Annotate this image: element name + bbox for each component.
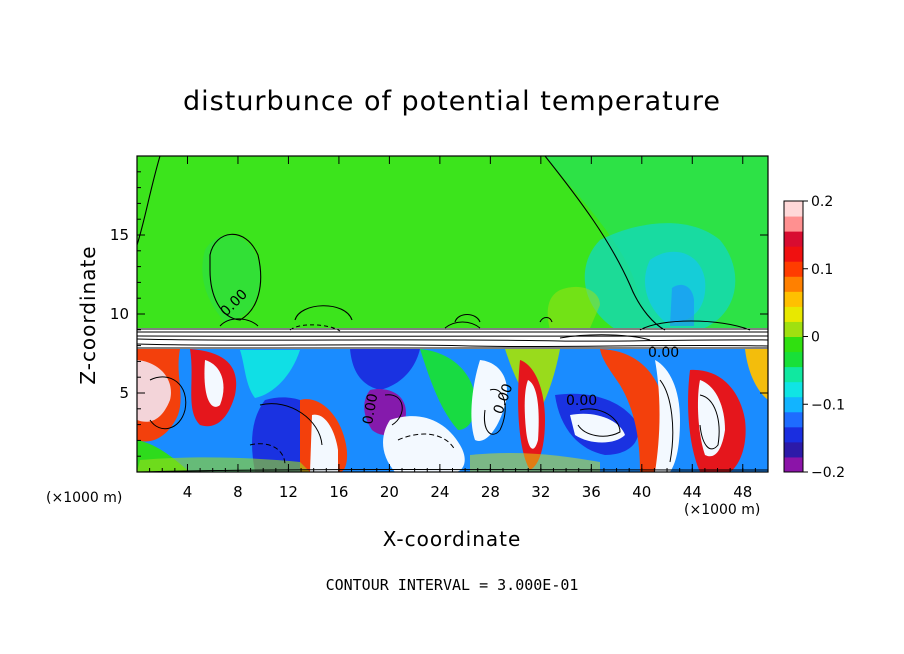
contour-interval-note: CONTOUR INTERVAL = 3.000E-01	[325, 576, 579, 594]
colorbar-tick-label: 0.2	[811, 194, 833, 210]
colorbar-swatch	[784, 261, 803, 277]
colorbar-swatch	[784, 366, 803, 383]
x-tick-label: 28	[481, 483, 500, 501]
contour-labels: 0.00 0.00 0.00 0.00 0.00	[218, 286, 680, 425]
chart-title: disturbunce of potential temperature	[183, 86, 721, 117]
x-tick-label: 20	[380, 483, 399, 501]
colorbar-swatch	[784, 291, 803, 307]
colorbar-tick-label: 0.1	[811, 262, 833, 278]
colorbar-swatch	[784, 306, 803, 322]
colorbar-swatch	[784, 216, 803, 232]
colorbar-tick-label: 0	[811, 330, 820, 346]
colorbar: 0.2 0.1 0 −0.1 −0.2	[783, 194, 845, 481]
contour-label: 0.00	[360, 392, 381, 425]
x-tick-label: 44	[683, 483, 702, 501]
heatmap-field	[137, 156, 768, 351]
x-tick-label: 16	[329, 483, 348, 501]
y-tick-label: 10	[110, 305, 129, 323]
turbulent-layer	[137, 349, 768, 472]
colorbar-swatch	[784, 276, 803, 292]
contour-lines	[137, 156, 666, 331]
colorbar-swatch	[784, 426, 803, 443]
colorbar-swatch	[784, 351, 803, 368]
colorbar-swatch	[784, 411, 803, 428]
colorbar-swatch	[784, 441, 803, 458]
y-tick-label: 5	[119, 384, 129, 402]
colorbar-swatch	[784, 246, 803, 262]
y-tick-label: 15	[110, 226, 129, 244]
x-tick-label: 48	[733, 483, 752, 501]
contour-label: 0.00	[648, 345, 679, 361]
colorbar-tick-label: −0.2	[811, 465, 845, 481]
x-tick-label: 32	[531, 483, 550, 501]
colorbar-swatch	[784, 396, 803, 413]
x-tick-label: 36	[582, 483, 601, 501]
colorbar-swatch	[784, 321, 803, 337]
x-tick-label: 4	[183, 483, 193, 501]
colorbar-swatch	[784, 381, 803, 398]
x-unit-left: (×1000 m)	[46, 490, 123, 506]
contour-label: 0.00	[566, 393, 597, 409]
colorbar-swatch	[784, 336, 803, 353]
colorbar-swatch	[784, 231, 803, 247]
x-tick-label: 12	[279, 483, 298, 501]
x-tick-label: 24	[430, 483, 449, 501]
x-tick-label: 8	[233, 483, 243, 501]
x-tick-label: 40	[632, 483, 651, 501]
x-unit-right: (×1000 m)	[684, 502, 761, 518]
colorbar-swatch	[784, 201, 803, 217]
y-axis-label: Z-coordinate	[76, 245, 100, 385]
x-axis-label: X-coordinate	[382, 527, 522, 551]
colorbar-tick-label: −0.1	[811, 397, 845, 413]
colorbar-swatch	[784, 456, 803, 473]
